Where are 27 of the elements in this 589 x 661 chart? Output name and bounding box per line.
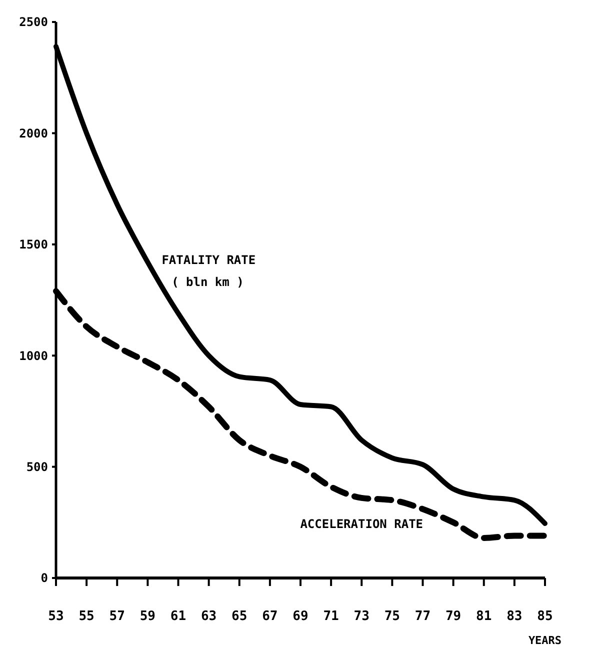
x-tick-label: 59	[140, 609, 156, 624]
x-tick-label: 71	[323, 609, 340, 624]
x-tick-label: 53	[48, 609, 64, 624]
y-tick-label: 500	[26, 460, 48, 474]
x-axis-title: YEARS	[528, 634, 562, 647]
x-tick-label: 85	[537, 609, 553, 624]
x-tick-label: 57	[109, 609, 125, 624]
x-tick-label: 75	[384, 609, 400, 624]
x-tick-label: 61	[170, 609, 186, 624]
x-tick-label: 73	[354, 609, 370, 624]
x-tick-label: 83	[506, 609, 522, 624]
x-tick-label: 79	[445, 609, 462, 624]
x-tick-label: 69	[292, 609, 308, 624]
x-tick-label: 81	[476, 609, 492, 624]
y-tick-label: 0	[40, 571, 48, 586]
x-tick-label: 63	[200, 609, 217, 624]
x-tick-label: 77	[414, 609, 431, 624]
y-tick-label: 2000	[19, 126, 48, 140]
x-tick-label: 67	[262, 609, 278, 624]
x-tick-label: 65	[232, 609, 248, 624]
y-tick-label: 1500	[19, 238, 48, 252]
y-tick-label: 1000	[19, 348, 48, 363]
y-tick-label: 2500	[19, 15, 48, 30]
annotation: ( bln km )	[172, 275, 244, 290]
series-label: ACCELERATION RATE	[300, 516, 424, 531]
series-label: FATALITY RATE	[162, 253, 256, 268]
x-tick-label: 55	[78, 609, 94, 624]
